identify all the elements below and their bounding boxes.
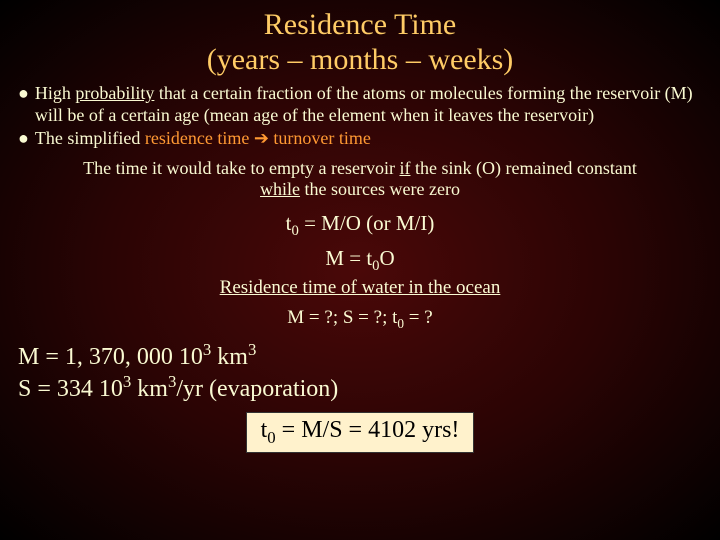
tau-sub: 0 xyxy=(292,223,299,239)
tau-sub: 0 xyxy=(372,258,379,274)
b2-pre: The simplified xyxy=(35,128,145,148)
bullet-2-text: The simplified residence time ➔ turnover… xyxy=(35,128,702,150)
continuation-text: The time it would take to empty a reserv… xyxy=(18,158,702,201)
r1-pre: M = 1, 370, 000 10 xyxy=(18,344,203,370)
bullet-1-text: High probability that a certain fraction… xyxy=(35,83,702,126)
cont-u1: if xyxy=(399,158,410,178)
eq3-p1: M = ?; S = ?; xyxy=(287,307,392,328)
result-box: t0 = M/S = 4102 yrs! xyxy=(246,412,475,453)
cont-p3: the sources were zero xyxy=(300,179,460,199)
tau-sub: 0 xyxy=(267,428,275,447)
equation-1: t0 = M/O (or M/I) xyxy=(18,211,702,240)
example-subtitle: Residence time of water in the ocean xyxy=(18,277,702,299)
bullet-2: ● The simplified residence time ➔ turnov… xyxy=(18,128,702,150)
eq1-rest: = M/O (or M/I) xyxy=(299,211,435,235)
result-s: S = 334 103 km3/yr (evaporation) xyxy=(18,372,702,404)
b1-pre: High xyxy=(35,83,76,103)
b2-h1: residence time xyxy=(145,128,249,148)
result-m: M = 1, 370, 000 103 km3 xyxy=(18,340,702,372)
box-rest: = M/S = 4102 yrs! xyxy=(276,417,460,443)
cont-p2: the sink (O) remained constant xyxy=(410,158,636,178)
slide-title: Residence Time (years – months – weeks) xyxy=(18,8,702,77)
r1-sup1: 3 xyxy=(203,340,211,359)
equation-3: M = ?; S = ?; t0 = ? xyxy=(18,307,702,332)
arrow-icon: ➔ xyxy=(249,128,273,148)
title-line1: Residence Time xyxy=(264,8,457,41)
title-line2: (years – months – weeks) xyxy=(207,43,514,76)
eq2-pre: M = xyxy=(325,246,366,270)
eq2-post: O xyxy=(380,246,395,270)
b2-h2: turnover time xyxy=(273,128,370,148)
b1-underline: probability xyxy=(75,83,154,103)
bullet-list: ● High probability that a certain fracti… xyxy=(18,83,702,150)
result-box-wrap: t0 = M/S = 4102 yrs! xyxy=(18,412,702,453)
cont-u2: while xyxy=(260,179,300,199)
r2-mid: km xyxy=(131,376,168,402)
eq3-p2: = ? xyxy=(404,307,433,328)
r1-mid: km xyxy=(211,344,248,370)
r1-sup2: 3 xyxy=(248,340,256,359)
bullet-dot-icon: ● xyxy=(18,128,29,150)
r2-pre: S = 334 10 xyxy=(18,376,123,402)
r2-post: /yr (evaporation) xyxy=(176,376,338,402)
cont-p1: The time it would take to empty a reserv… xyxy=(83,158,399,178)
equation-2: M = t0O xyxy=(18,246,702,275)
bullet-1: ● High probability that a certain fracti… xyxy=(18,83,702,126)
bullet-dot-icon: ● xyxy=(18,83,29,105)
